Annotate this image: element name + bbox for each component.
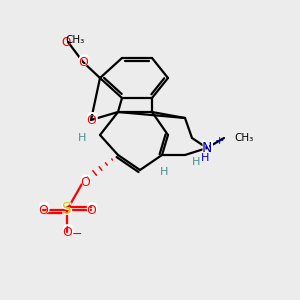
Text: N: N xyxy=(200,140,214,155)
Text: O: O xyxy=(78,56,88,68)
Text: O: O xyxy=(85,202,97,217)
Text: O: O xyxy=(61,35,70,49)
Text: O: O xyxy=(80,176,90,188)
Text: O: O xyxy=(77,55,89,70)
Text: CH₃: CH₃ xyxy=(65,35,85,45)
Text: H: H xyxy=(192,157,200,167)
Text: O: O xyxy=(79,175,91,190)
Text: O: O xyxy=(85,112,97,128)
Text: S: S xyxy=(62,202,72,217)
Text: H: H xyxy=(160,167,168,177)
Text: +: + xyxy=(214,136,224,146)
Text: O: O xyxy=(38,203,48,217)
Text: O: O xyxy=(86,113,96,127)
Text: O: O xyxy=(62,226,72,238)
Text: H: H xyxy=(201,153,209,163)
Text: N: N xyxy=(202,141,212,155)
Text: O: O xyxy=(37,202,49,217)
Text: CH₃: CH₃ xyxy=(234,133,253,143)
Text: −: − xyxy=(72,227,82,241)
Text: O: O xyxy=(86,203,96,217)
Text: H: H xyxy=(78,133,86,143)
Text: O: O xyxy=(61,224,73,239)
Text: S: S xyxy=(61,201,73,219)
